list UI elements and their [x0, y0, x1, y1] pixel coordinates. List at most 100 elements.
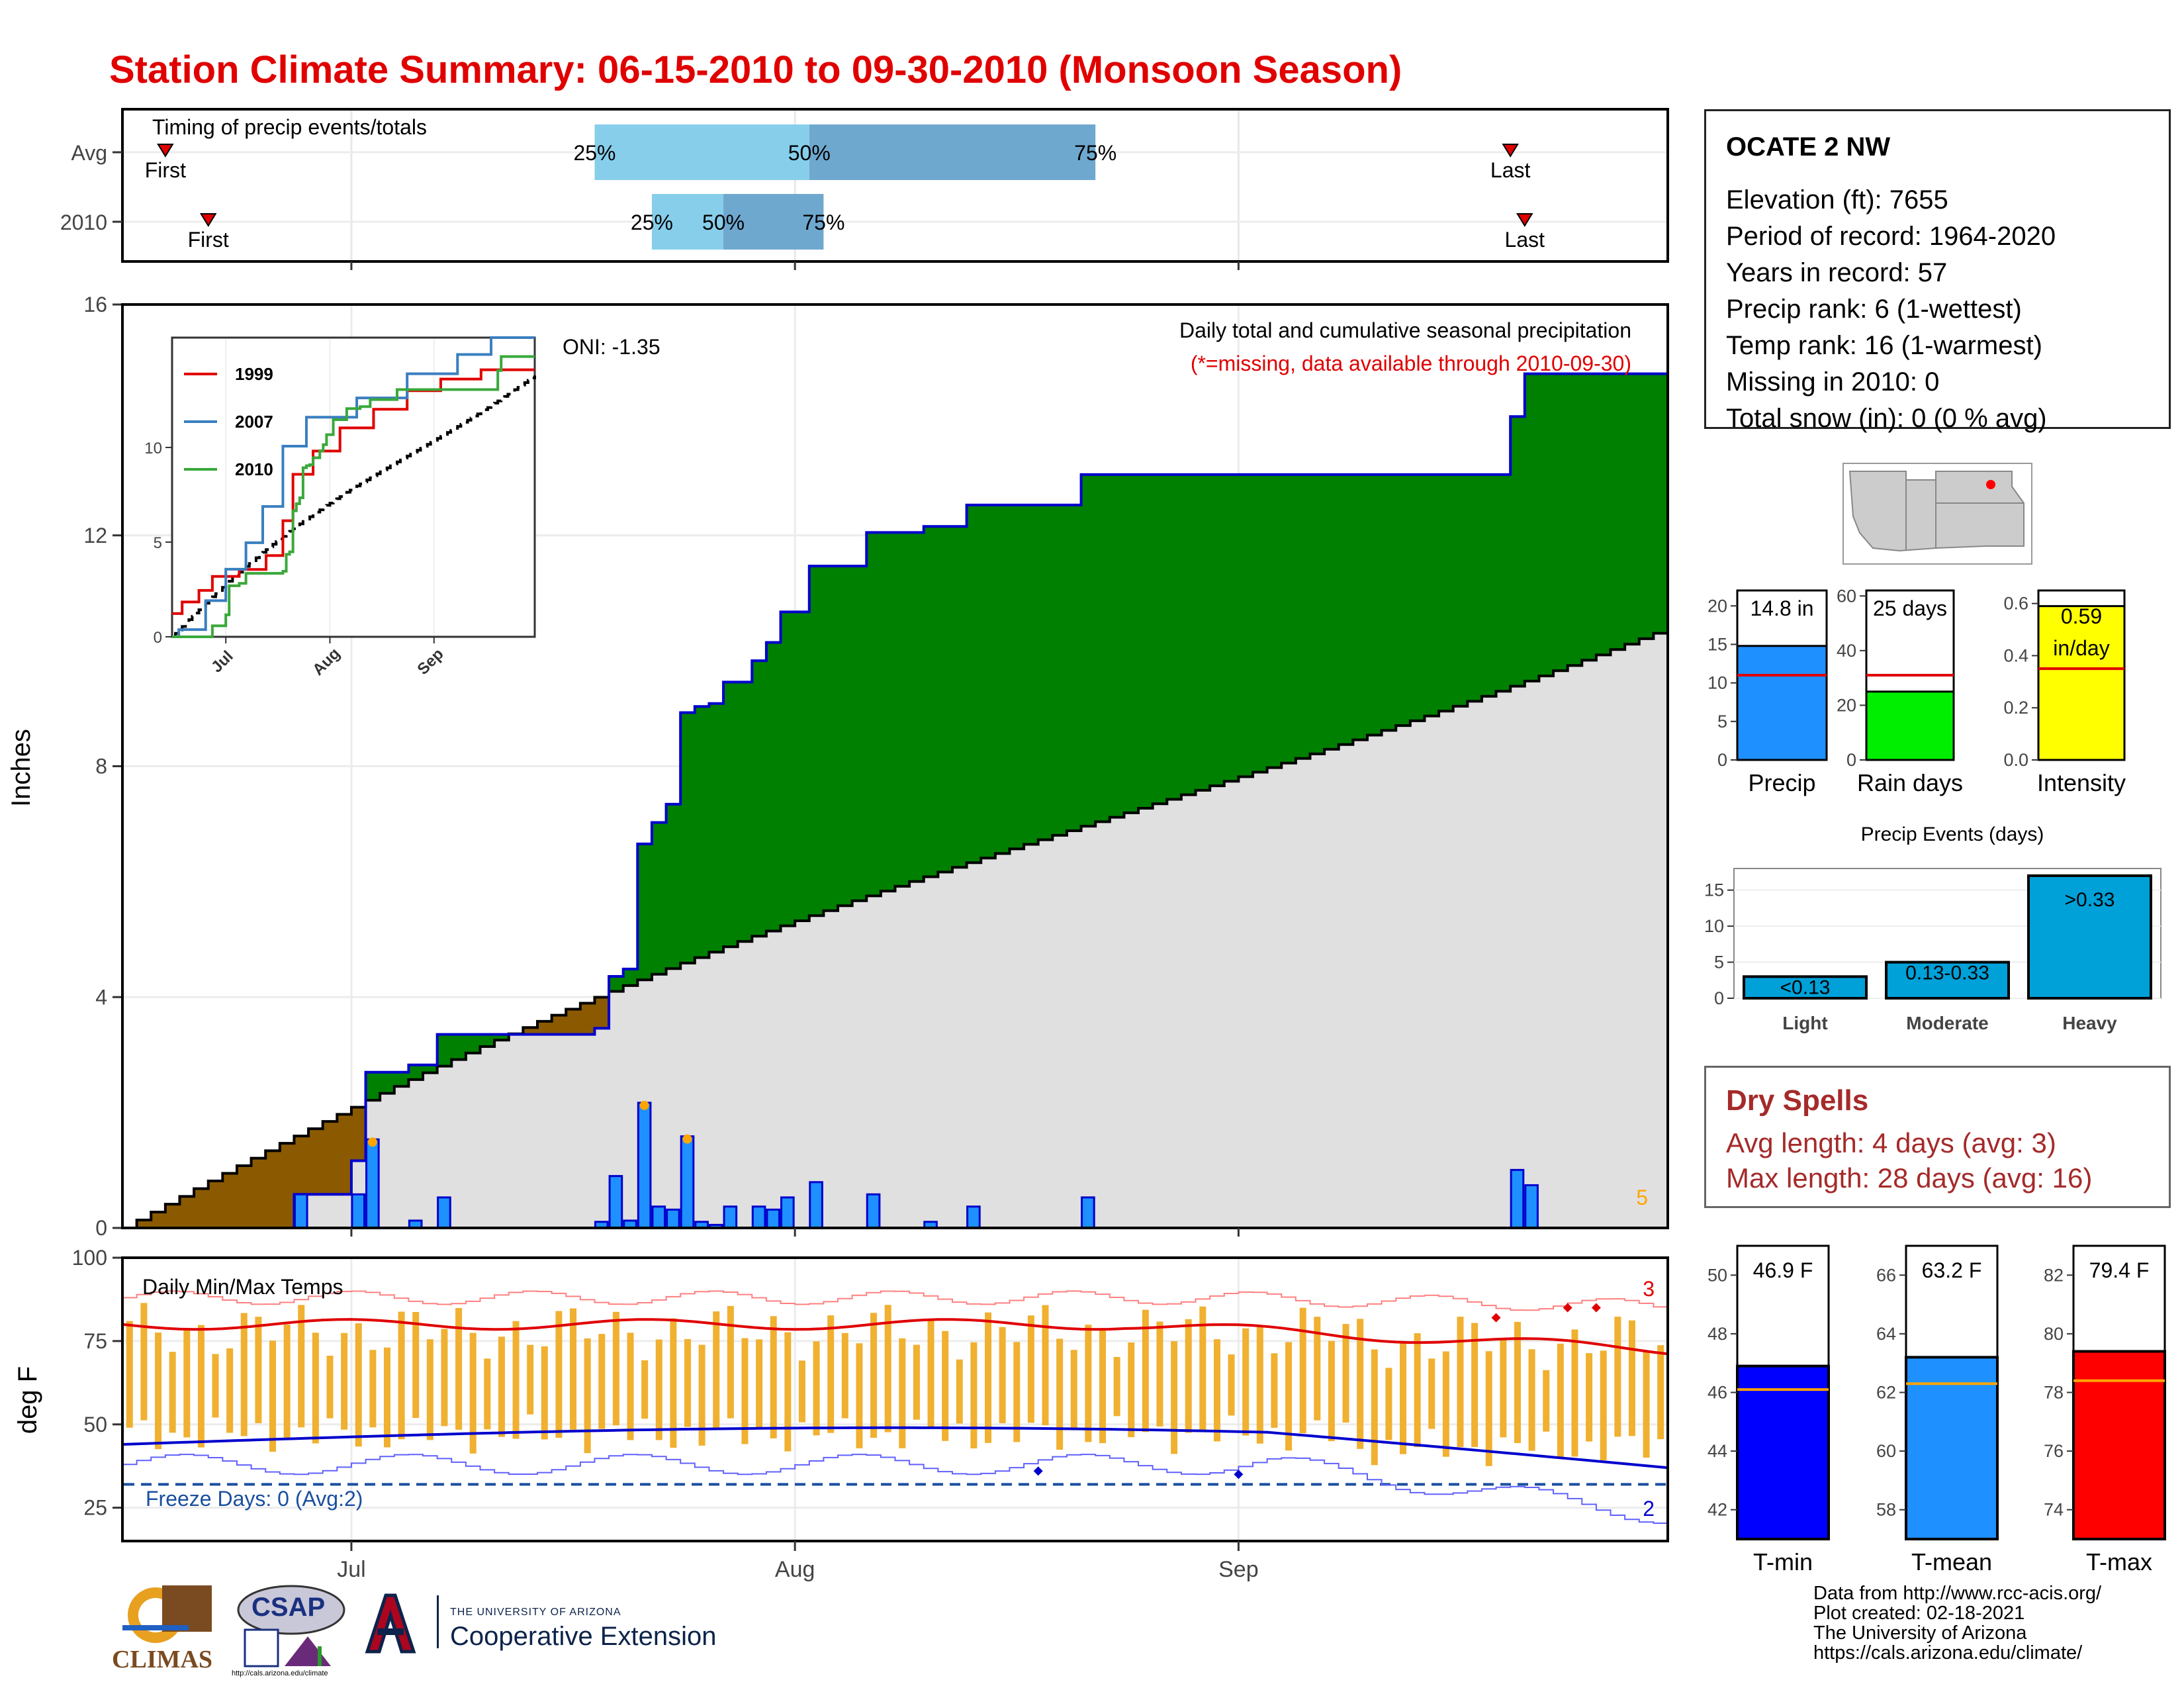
temp-daily-bar — [713, 1311, 720, 1429]
temp-summary-value-label: 63.2 F — [1922, 1258, 1982, 1282]
events-bar-label: <0.13 — [1780, 976, 1831, 998]
temp-daily-bar — [1085, 1325, 1092, 1442]
precip-daily-bar — [1510, 1168, 1525, 1229]
temp-summary-value — [2072, 1350, 2166, 1540]
ua-extension-logo: THE UNIVERSITY OF ARIZONA Cooperative Ex… — [361, 1592, 745, 1665]
events-category-label: Light — [1782, 1013, 1827, 1033]
precip-daily-bar — [637, 1102, 652, 1229]
temp-daily-bar — [312, 1333, 319, 1444]
credit-line: Plot created: 02-18-2021 — [1813, 1603, 2025, 1624]
temp-daily-bar — [469, 1333, 477, 1454]
timing-row-label: 2010 — [60, 211, 107, 234]
temp-summary-ytick-label: 80 — [2044, 1324, 2064, 1344]
temp-daily-bar — [140, 1303, 148, 1421]
temp-daily-bar — [226, 1348, 234, 1433]
events-bar — [1743, 975, 1868, 1000]
precip-below-area — [351, 1107, 367, 1161]
precip-above-area — [766, 642, 782, 931]
precip-above-area — [1238, 474, 1253, 777]
temp-daily-bar — [1400, 1341, 1407, 1454]
precip-daily-bar — [1081, 1196, 1095, 1229]
timing-p25-label: 25% — [631, 211, 673, 234]
precip-extreme-marker — [682, 1134, 692, 1144]
temp-ylabel: deg F — [13, 1366, 42, 1434]
precip-daily-bar — [608, 1175, 623, 1229]
freeze-days: Freeze Days: 0 (Avg:2) — [146, 1487, 363, 1511]
temp-daily-bar — [827, 1315, 835, 1433]
precip-ytick-label: 4 — [95, 985, 107, 1009]
summary-ytick-label: 0.2 — [2003, 698, 2028, 718]
temp-daily-bar — [1271, 1353, 1278, 1428]
credits: Data from http://www.rcc-acis.org/ Plot … — [1813, 1583, 2101, 1663]
temp-daily-bar — [1228, 1354, 1235, 1416]
temp-daily-bar — [426, 1339, 433, 1440]
temp-daily-bar — [956, 1359, 963, 1424]
station-info-box: OCATE 2 NW Elevation (ft): 7655 Period o… — [1704, 109, 2171, 433]
precip-below-area — [308, 1129, 324, 1195]
station-snow: Total snow (in): 0 (0 % avg) — [1726, 404, 2047, 433]
precip-below-area — [236, 1166, 252, 1228]
precip-above-area — [1424, 474, 1439, 716]
timing-marker — [157, 144, 174, 158]
temp-summary-ytick-label: 66 — [1876, 1265, 1896, 1285]
temp-summary-tmin: 42 44 46 48 50 46.9 F T-min — [1707, 1244, 1830, 1575]
precip-above-area — [680, 712, 696, 963]
precip-above-area — [609, 976, 624, 992]
csap-url: http://cals.arizona.edu/climate — [232, 1669, 328, 1677]
temp-daily-bar — [1113, 1356, 1120, 1417]
precip-above-area — [651, 822, 667, 974]
timing-p50-label: 50% — [702, 211, 745, 234]
precip-above-area — [494, 1034, 510, 1041]
summary-bar-label: Rain days — [1857, 769, 1963, 796]
precip-ytick-label: 8 — [95, 755, 107, 778]
temp-daily-bar — [1156, 1321, 1163, 1427]
precip-above-area — [1353, 474, 1368, 740]
oni-value: ONI: -1.35 — [563, 335, 660, 359]
timing-marker-label: Last — [1505, 228, 1545, 252]
precip-above-area — [752, 661, 767, 937]
precip-normal-area — [122, 628, 1668, 1228]
precip-above-area — [1596, 373, 1612, 655]
precip-above-area — [1024, 504, 1039, 845]
summary-bar-label: Intensity — [2037, 769, 2126, 796]
temp-daily-bar — [999, 1327, 1006, 1423]
precip-above-area — [1138, 474, 1154, 809]
temp-summary-label: T-max — [2086, 1548, 2152, 1575]
credit-line: Data from http://www.rcc-acis.org/ — [1813, 1583, 2102, 1604]
station-elevation: Elevation (ft): 7655 — [1726, 185, 1948, 214]
temp-daily-bar — [1027, 1315, 1034, 1423]
summary-bar-rain-days: 0 20 40 60 25 days Rain days — [1837, 586, 1963, 796]
record-low-marker — [1033, 1466, 1043, 1476]
temp-bottom-count: 2 — [1643, 1497, 1655, 1521]
temp-daily-bar — [498, 1336, 505, 1437]
temp-daily-bar — [1070, 1350, 1077, 1430]
temp-summary-ytick-label: 62 — [1876, 1383, 1896, 1403]
precip-above-area — [1310, 474, 1325, 754]
precip-above-area — [437, 1034, 452, 1066]
timing-bar-lower — [651, 194, 724, 250]
precip-above-area — [1224, 474, 1239, 782]
temp-daily-bar — [1557, 1343, 1564, 1459]
temp-ytick-label: 100 — [72, 1246, 107, 1270]
temp-daily-bar — [555, 1311, 563, 1438]
temp-daily-bar — [770, 1316, 777, 1438]
summary-bar-value — [2037, 605, 2126, 761]
events-bar — [1885, 961, 2010, 1000]
temp-summary-ytick-label: 74 — [2044, 1500, 2064, 1520]
precip-below-area — [165, 1204, 181, 1228]
precip-above-area — [365, 1072, 381, 1101]
temp-daily-bar — [612, 1311, 619, 1426]
precip-daily-bar — [651, 1205, 666, 1229]
x-tick-label: Jul — [337, 1557, 365, 1582]
station-period: Period of record: 1964-2020 — [1726, 222, 2056, 251]
temp-daily-bar — [1457, 1317, 1464, 1447]
precip-above-area — [694, 706, 710, 958]
temp-daily-bar — [598, 1334, 606, 1429]
precip-above-area — [623, 968, 638, 986]
precip-below-area — [337, 1114, 352, 1195]
temp-daily-bar — [1543, 1370, 1550, 1432]
dry-spells-max: Max length: 28 days (avg: 16) — [1726, 1162, 2093, 1194]
x-tick-label: Aug — [775, 1557, 815, 1582]
precip-above-area — [1195, 474, 1210, 790]
temp-summary-ytick-label: 82 — [2044, 1265, 2064, 1285]
